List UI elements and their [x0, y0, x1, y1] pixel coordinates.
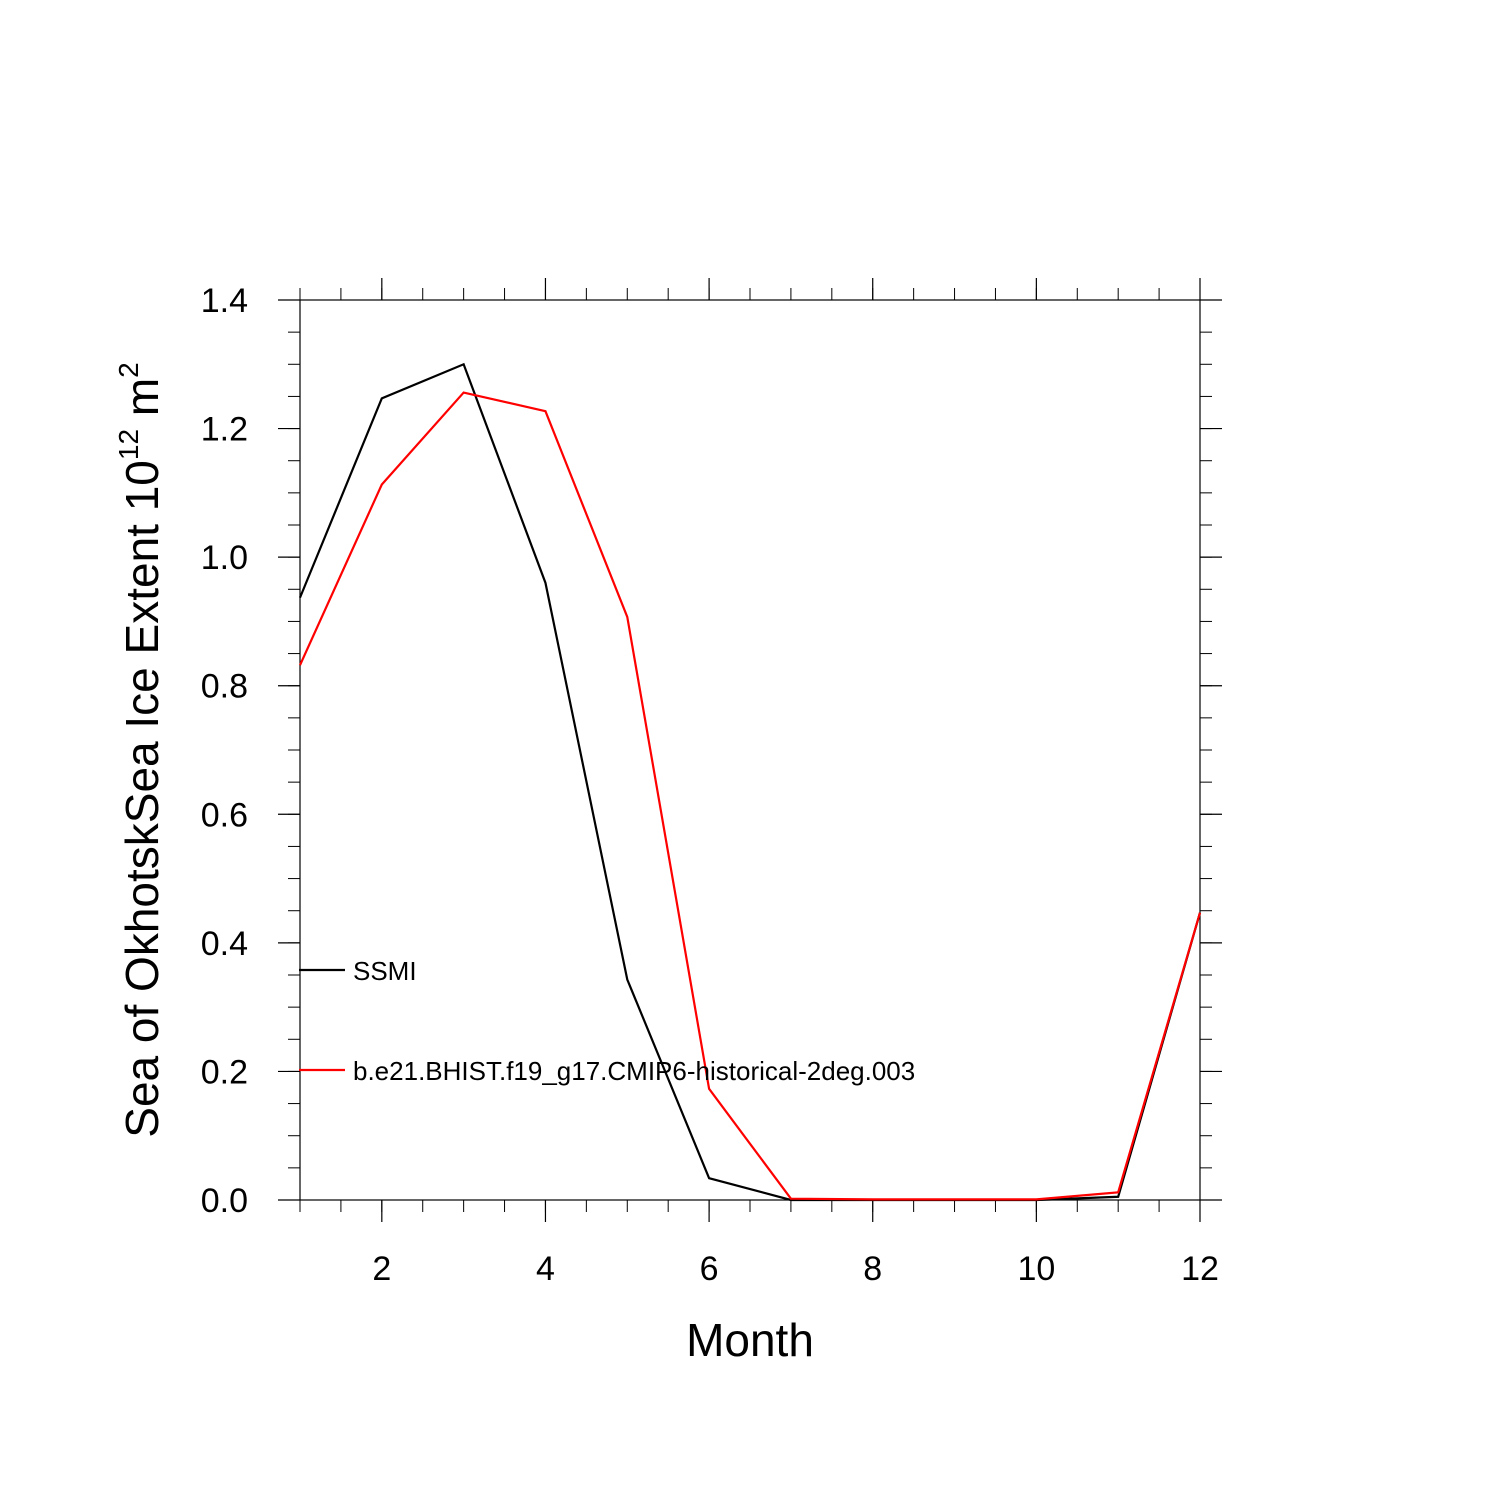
y-axis-title-sup2: 2: [113, 362, 144, 378]
plot-frame: [299, 299, 1201, 1201]
x-tick-label: 10: [1017, 1250, 1055, 1288]
y-tick-label: 0.8: [201, 668, 248, 706]
series-line-model: [298, 391, 1202, 1201]
y-axis-title: Sea of OkhotskSea Ice Extent 1012 m2: [113, 362, 168, 1137]
y-tick-label: 0.6: [201, 796, 248, 834]
legend: SSMI b.e21.BHIST.f19_g17.CMIP6-historical…: [299, 956, 915, 1086]
y-axis-title-sup1: 12: [113, 429, 144, 460]
y-tick-label: 0.0: [201, 1182, 248, 1220]
series-line-ssmi: [298, 362, 1202, 1202]
x-tick-label: 8: [863, 1250, 882, 1288]
legend-label: SSMI: [353, 956, 417, 986]
x-axis-title: Month: [686, 1314, 814, 1366]
major-ticks: [278, 278, 1222, 1222]
series-lines: [298, 362, 1202, 1202]
x-tick-labels: 2 4 6 8 10 12: [372, 1250, 1219, 1288]
y-tick-label: 0.2: [201, 1053, 248, 1091]
legend-label: b.e21.BHIST.f19_g17.CMIP6-historical-2de…: [353, 1056, 915, 1086]
y-axis-title-unit: m: [116, 378, 168, 429]
x-tick-label: 2: [372, 1250, 391, 1288]
x-tick-label: 12: [1181, 1250, 1219, 1288]
y-tick-label: 1.4: [201, 282, 248, 320]
y-tick-label: 1.0: [201, 539, 248, 577]
y-axis-title-main: Sea of OkhotskSea Ice Extent 10: [116, 460, 168, 1138]
x-tick-label: 4: [536, 1250, 555, 1288]
x-tick-label: 6: [700, 1250, 719, 1288]
y-tick-label: 1.2: [201, 411, 248, 449]
y-tick-label: 0.4: [201, 925, 248, 963]
y-tick-labels: 0.0 0.2 0.4 0.6 0.8 1.0 1.2 1.4: [201, 282, 248, 1220]
